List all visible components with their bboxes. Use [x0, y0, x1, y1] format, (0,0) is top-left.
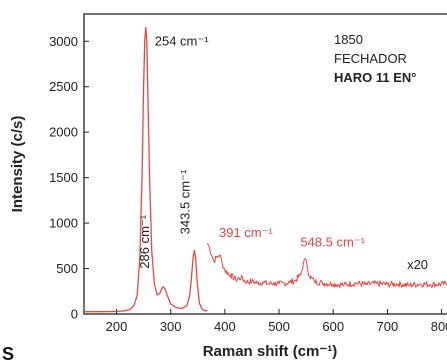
y-tick-label: 3000 — [49, 34, 78, 49]
annotation-label: 286 cm⁻¹ — [137, 214, 152, 268]
y-tick-label: 1500 — [49, 170, 78, 185]
y-tick-label: 2500 — [49, 79, 78, 94]
annotation-label: 391 cm⁻¹ — [219, 225, 273, 240]
y-tick-label: 2000 — [49, 125, 78, 140]
x-axis-label: Raman shift (cm⁻¹) — [203, 343, 338, 360]
x-tick-label: 600 — [322, 319, 344, 334]
x-tick-label: 800 — [431, 319, 447, 334]
x-tick-label: 400 — [214, 319, 236, 334]
plot-frame — [83, 13, 447, 315]
x-tick-label: 300 — [160, 319, 182, 334]
panel-letter: S — [2, 344, 14, 363]
series-layer — [84, 26, 447, 313]
x-tick-label: 500 — [268, 319, 290, 334]
legend-line: HARO 11 EN° — [334, 70, 417, 85]
y-tick-label: 0 — [71, 307, 78, 322]
annotation-label: 548.5 cm⁻¹ — [300, 235, 365, 250]
y-tick-label: 1000 — [49, 216, 78, 231]
series-line-x20 — [207, 242, 447, 289]
legend: 1850 FECHADOR HARO 11 EN° — [334, 32, 417, 85]
y-tick-label: 500 — [56, 261, 78, 276]
series-line-main — [84, 26, 208, 313]
x-tick-label: 200 — [106, 319, 128, 334]
legend-line: FECHADOR — [334, 51, 407, 66]
legend-line: 1850 — [334, 32, 363, 47]
y-axis-label: Intensity (c/s) — [9, 116, 26, 213]
annotation-label: x20 — [407, 257, 428, 272]
axes: 200 300 400 500 600 700 800 0 500 1000 1500 2000 250… — [9, 13, 447, 360]
annotation-label: 343.5 cm⁻¹ — [177, 169, 192, 234]
x-tick-label: 700 — [377, 319, 399, 334]
annotation-label: 254 cm⁻¹ — [155, 34, 209, 49]
annotations-layer: 254 cm⁻¹ 286 cm⁻¹ 343.5 cm⁻¹ 391 cm⁻¹ 548.5 … — [137, 34, 428, 272]
